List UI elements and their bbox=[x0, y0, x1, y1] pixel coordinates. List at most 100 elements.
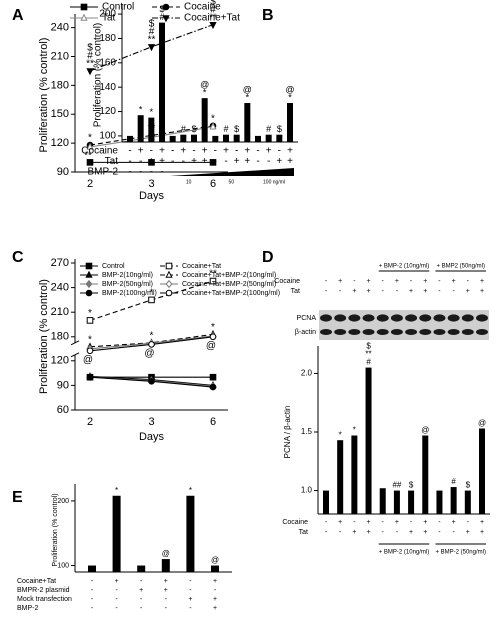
legend-marker bbox=[80, 13, 88, 21]
y-tick-label: 120 bbox=[51, 137, 69, 149]
row-label: BMP-2 bbox=[87, 167, 118, 178]
row-sign: + bbox=[287, 146, 293, 157]
y-tick-label: 1.0 bbox=[301, 486, 313, 495]
blot-row-sign: + bbox=[480, 288, 484, 295]
blot-row-sign: + bbox=[423, 278, 427, 285]
x-tick-label: 3 bbox=[148, 178, 154, 190]
x-tick-label: 6 bbox=[210, 178, 216, 190]
row-sign: + bbox=[138, 146, 144, 157]
bar bbox=[464, 490, 471, 514]
y-axis-label: Proliferation (% control) bbox=[52, 493, 59, 566]
point bbox=[148, 341, 155, 348]
y-tick-label: 60 bbox=[57, 404, 69, 416]
annotation: $ bbox=[191, 124, 196, 134]
row-sign: - bbox=[182, 156, 185, 167]
blot-band bbox=[419, 314, 432, 322]
row-sign: - bbox=[214, 146, 217, 157]
point bbox=[209, 21, 217, 30]
row-sign: - bbox=[396, 529, 399, 536]
bar bbox=[201, 98, 208, 142]
legend-label: Cocaine+Tat+BMP-2(10ng/ml) bbox=[182, 272, 276, 279]
annotation: @ bbox=[211, 556, 219, 565]
row-sign: - bbox=[128, 146, 131, 157]
annotation: * bbox=[211, 113, 215, 124]
panel-label: A bbox=[12, 7, 24, 24]
bar bbox=[148, 117, 155, 142]
x-tick-label: 3 bbox=[148, 416, 154, 428]
legend-marker bbox=[165, 289, 173, 297]
x-tick-label: 2 bbox=[87, 178, 93, 190]
panel-label: D bbox=[262, 249, 274, 266]
point bbox=[209, 333, 217, 341]
axis-break-mark bbox=[70, 352, 80, 358]
row-sign: - bbox=[165, 605, 168, 612]
row-sign: + bbox=[244, 156, 250, 167]
blot-row-sign: + bbox=[480, 278, 484, 285]
blot-band bbox=[390, 329, 403, 335]
blot-row-sign: + bbox=[366, 288, 370, 295]
annotation: @ bbox=[421, 426, 429, 435]
blot-row-sign: + bbox=[466, 288, 470, 295]
blot-band bbox=[419, 329, 432, 335]
annotation: $ bbox=[210, 0, 216, 7]
y-tick-label: 100 bbox=[99, 131, 116, 142]
row-sign: - bbox=[91, 605, 94, 612]
blot-band bbox=[320, 314, 332, 322]
gradient-label: 50 bbox=[229, 179, 235, 185]
bar bbox=[223, 134, 229, 142]
y-axis-label: Proliferation (% control) bbox=[38, 279, 50, 394]
blot-row-sign: + bbox=[409, 288, 413, 295]
y-tick-label: 1.5 bbox=[301, 427, 313, 436]
legend-label: BMP-2(10ng/ml) bbox=[102, 272, 153, 279]
blot-row-sign: - bbox=[410, 278, 413, 285]
blot-band bbox=[476, 314, 488, 322]
annotation: $ bbox=[277, 124, 282, 134]
bar bbox=[211, 565, 219, 572]
annotation: @ bbox=[243, 84, 252, 94]
row-sign: - bbox=[192, 146, 195, 157]
blot-group-label: + BMP-2 (10ng/ml) bbox=[379, 264, 430, 270]
annotation: * bbox=[88, 308, 92, 319]
annotation: $ bbox=[87, 43, 93, 54]
row-sign: + bbox=[139, 587, 143, 594]
y-tick-label: 120 bbox=[99, 106, 116, 117]
point bbox=[148, 378, 155, 385]
row-sign: - bbox=[171, 156, 174, 167]
row-label: Cocaine+Tat bbox=[17, 578, 56, 585]
gradient-wedge bbox=[169, 168, 294, 176]
point bbox=[209, 383, 217, 391]
y-tick-label: 90 bbox=[57, 166, 69, 178]
row-sign: - bbox=[267, 156, 270, 167]
bar bbox=[112, 495, 121, 572]
bar bbox=[479, 428, 485, 514]
row-sign: + bbox=[287, 156, 293, 167]
row-sign: - bbox=[150, 167, 153, 178]
row-sign: - bbox=[171, 146, 174, 157]
annotation: @ bbox=[285, 84, 294, 94]
annotation: # bbox=[266, 124, 271, 134]
annotation: $ bbox=[366, 342, 371, 351]
y-tick-label: 160 bbox=[99, 57, 116, 68]
row-sign: + bbox=[452, 519, 456, 526]
blot-row-sign: - bbox=[382, 278, 385, 285]
row-sign: + bbox=[164, 587, 168, 594]
legend-label: Tat bbox=[102, 13, 116, 24]
bar bbox=[265, 134, 272, 142]
blot-row-sign: - bbox=[467, 278, 470, 285]
y-tick-label: 240 bbox=[51, 282, 69, 294]
row-sign: - bbox=[150, 146, 153, 157]
panel-label: C bbox=[12, 249, 24, 266]
point bbox=[86, 68, 94, 76]
annotation: * bbox=[115, 486, 118, 495]
row-sign: + bbox=[352, 529, 356, 536]
blot-band bbox=[348, 329, 361, 335]
row-label: Cocaine bbox=[282, 519, 308, 526]
annotation: @ bbox=[162, 549, 170, 558]
row-sign: + bbox=[115, 578, 119, 585]
bar bbox=[379, 488, 386, 514]
blot-band bbox=[334, 329, 347, 335]
bar bbox=[351, 435, 358, 514]
annotation: $ bbox=[409, 481, 414, 490]
blot-row-sign: - bbox=[353, 278, 356, 285]
